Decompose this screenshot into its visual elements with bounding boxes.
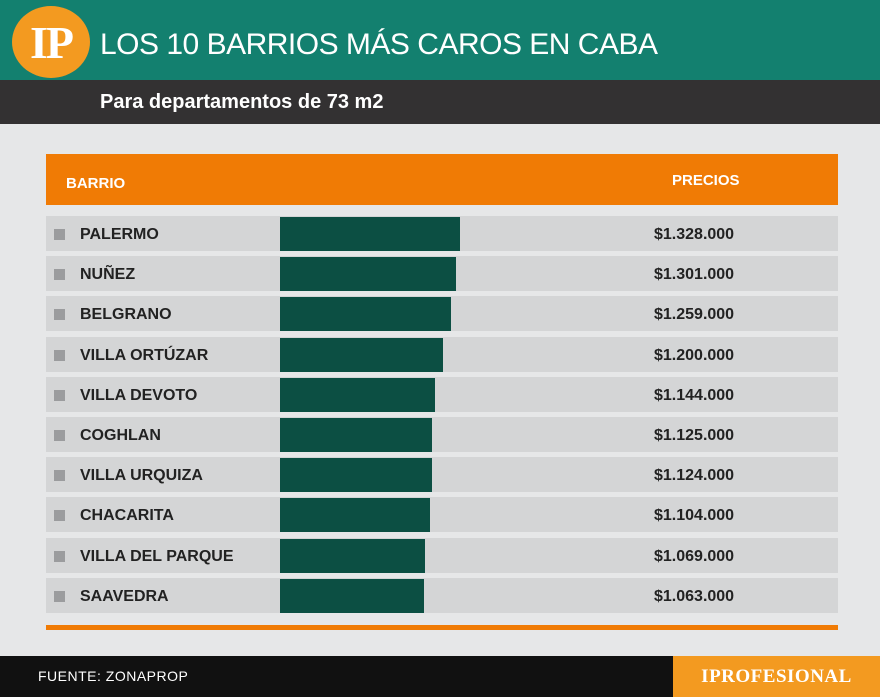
square-bullet-icon: [54, 430, 65, 441]
value-label: $1.144.000: [654, 386, 735, 404]
column-header-barrio: BARRIO: [66, 175, 126, 192]
category-label: CHACARITA: [80, 507, 174, 525]
ip-logo: IP: [12, 6, 90, 78]
brand-logo: IPROFESIONAL: [701, 665, 852, 687]
chart-title: LOS 10 BARRIOS MÁS CAROS EN CABA: [100, 28, 658, 61]
bar: [280, 217, 460, 251]
bar: [280, 377, 436, 412]
bar: [280, 297, 451, 332]
category-label: PALERMO: [80, 226, 159, 243]
chart-row: VILLA DEL PARQUE $1.069.000: [46, 537, 838, 573]
chart-row: CHACARITA $1.104.000: [46, 497, 838, 533]
category-label: VILLA URQUIZA: [80, 467, 203, 485]
footer: FUENTE: ZONAPROP IPROFESIONAL: [0, 656, 880, 697]
column-header-precios: PRECIOS: [672, 172, 740, 189]
value-label: $1.069.000: [654, 547, 735, 565]
category-label: COGHLAN: [80, 427, 161, 444]
square-bullet-icon: [54, 229, 65, 240]
value-label: $1.104.000: [654, 507, 735, 525]
chart-row: VILLA ORTÚZAR $1.200.000: [46, 336, 838, 372]
bar: [280, 458, 433, 493]
value-label: $1.328.000: [654, 226, 735, 243]
chart-row: SAAVEDRA $1.063.000: [46, 577, 838, 613]
chart-row: VILLA DEVOTO $1.144.000: [46, 376, 838, 412]
value-label: $1.259.000: [654, 306, 735, 324]
bar: [280, 498, 430, 533]
category-label: VILLA ORTÚZAR: [80, 346, 209, 364]
category-label: NUÑEZ: [80, 266, 136, 284]
table-header: BARRIO PRECIOS: [46, 154, 838, 205]
value-label: $1.301.000: [654, 266, 735, 284]
chart-row: NUÑEZ $1.301.000: [46, 256, 838, 292]
square-bullet-icon: [54, 470, 65, 482]
square-bullet-icon: [54, 550, 65, 562]
square-bullet-icon: [54, 510, 65, 522]
category-label: BELGRANO: [80, 306, 172, 324]
value-label: $1.200.000: [654, 346, 735, 364]
subtitle-band: Para departamentos de 73 m2: [0, 80, 880, 124]
bar: [280, 337, 443, 372]
square-bullet-icon: [54, 309, 65, 321]
square-bullet-icon: [54, 590, 65, 602]
chart-subtitle: Para departamentos de 73 m2: [100, 91, 384, 113]
bottom-rule: [46, 625, 838, 630]
brand-box: IPROFESIONAL: [673, 656, 880, 697]
source-note: FUENTE: ZONAPROP: [38, 668, 189, 684]
chart-row: PALERMO $1.328.000: [46, 216, 838, 251]
value-label: $1.124.000: [654, 467, 735, 485]
category-label: VILLA DEL PARQUE: [80, 547, 234, 565]
chart-row: BELGRANO $1.259.000: [46, 296, 838, 332]
bar: [280, 578, 425, 613]
value-label: $1.063.000: [654, 587, 735, 605]
category-label: SAAVEDRA: [80, 587, 169, 605]
chart-row: VILLA URQUIZA $1.124.000: [46, 457, 838, 493]
logo-text: IP: [30, 16, 74, 68]
chart-row: COGHLAN $1.125.000: [46, 417, 838, 452]
category-label: VILLA DEVOTO: [80, 386, 198, 404]
square-bullet-icon: [54, 389, 65, 401]
value-label: $1.125.000: [654, 427, 735, 444]
header-band: IP LOS 10 BARRIOS MÁS CAROS EN CABA: [0, 0, 880, 80]
square-bullet-icon: [54, 269, 65, 281]
bar: [280, 538, 425, 573]
bar: [280, 257, 457, 292]
bar: [280, 418, 433, 452]
square-bullet-icon: [54, 349, 65, 361]
